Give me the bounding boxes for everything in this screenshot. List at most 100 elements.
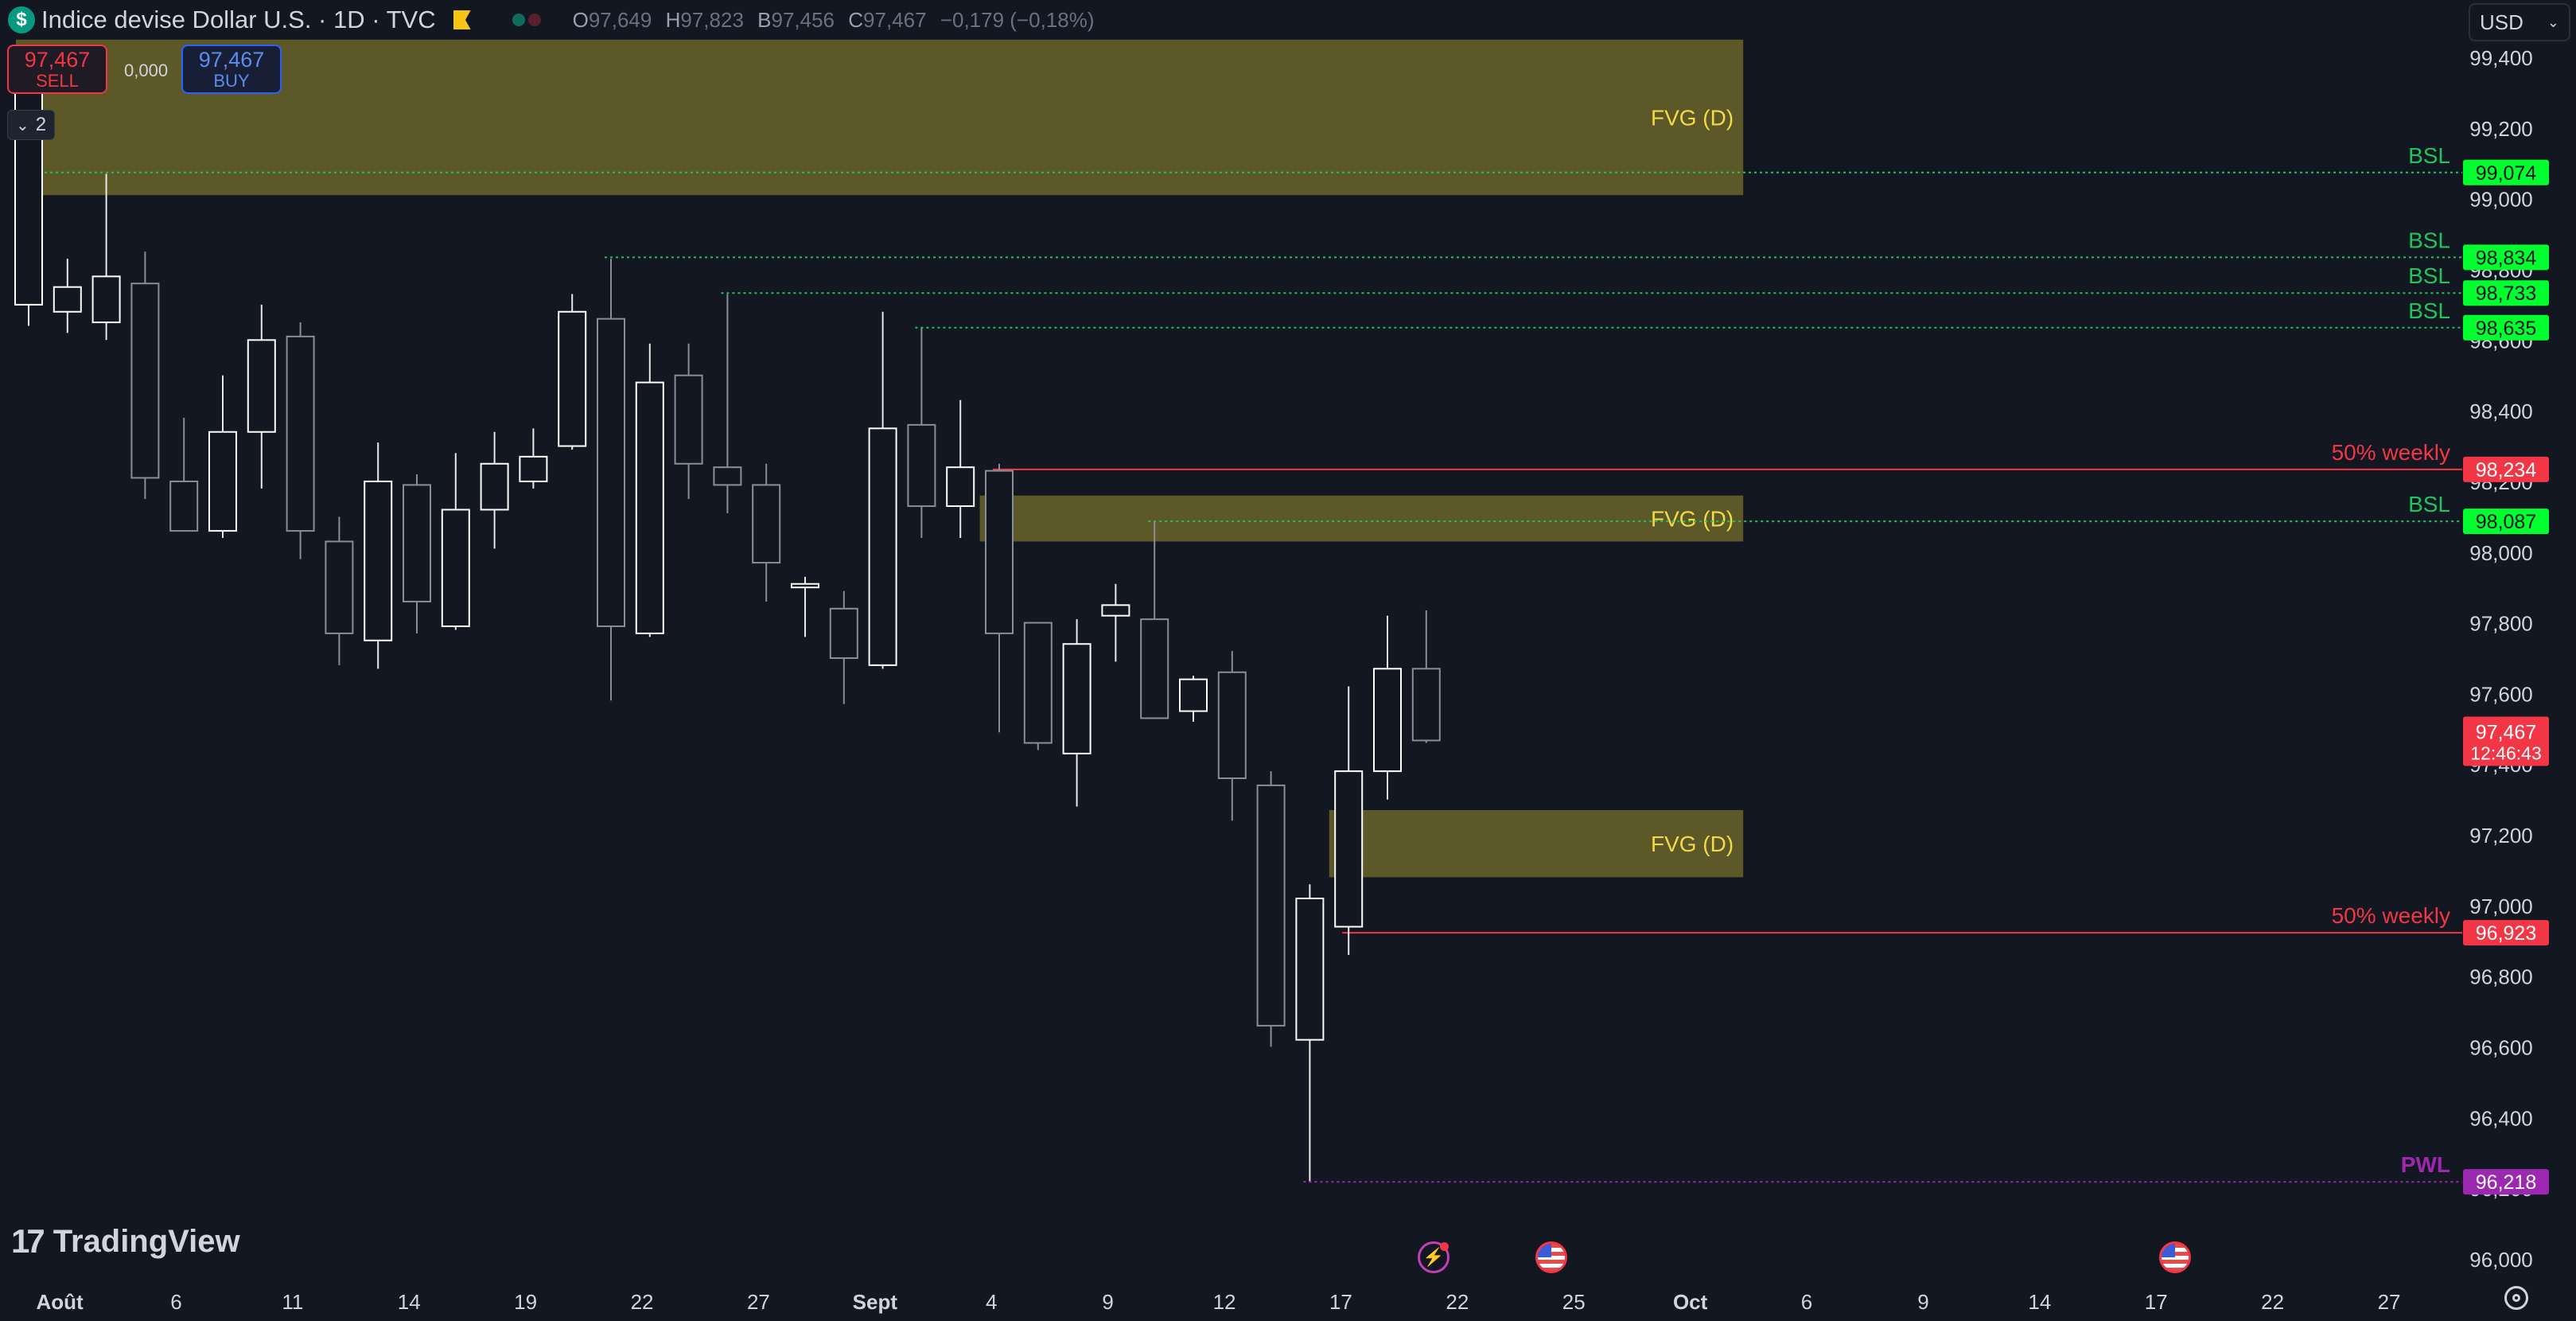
x-tick-label: 12 xyxy=(1213,1290,1236,1314)
candle xyxy=(169,418,199,532)
buy-price: 97,467 xyxy=(198,48,265,72)
level-label: PWL xyxy=(2401,1152,2450,1177)
price-label: 98,087 xyxy=(2463,509,2549,535)
x-tick-label: 6 xyxy=(170,1290,181,1314)
fvg-label: FVG (D) xyxy=(1651,507,1734,532)
bolt-icon[interactable]: ⚡ xyxy=(1418,1241,1449,1273)
fvg-label: FVG (D) xyxy=(1651,832,1734,856)
level-label: BSL xyxy=(2408,298,2450,323)
flag-icon[interactable] xyxy=(453,10,471,29)
price-label: 98,635 xyxy=(2463,314,2549,341)
indicators-collapse-button[interactable]: ⌄ 2 xyxy=(7,110,55,140)
change-value: −0,179 (−0,18%) xyxy=(940,7,1095,32)
candle xyxy=(558,294,587,450)
svg-text:98,635: 98,635 xyxy=(2476,318,2536,340)
y-tick-label: 97,600 xyxy=(2469,682,2533,706)
y-tick-label: 97,000 xyxy=(2469,894,2533,918)
buy-button[interactable]: 97,467 BUY xyxy=(181,45,282,94)
x-tick-label: 17 xyxy=(2145,1290,2168,1314)
x-tick-label: 14 xyxy=(398,1290,421,1314)
legend-header: $ Indice devise Dollar U.S. · 1D · TVC O… xyxy=(0,0,1103,40)
data-status-icon xyxy=(527,14,541,26)
candle xyxy=(480,431,509,549)
candle xyxy=(907,327,936,538)
candle xyxy=(985,463,1014,733)
svg-text:97,467: 97,467 xyxy=(2476,721,2536,743)
tradingview-logo-icon: 17 xyxy=(11,1222,45,1260)
x-tick-label: Sept xyxy=(853,1290,898,1314)
liquidity-levels: BSL BSL BSL BSL 50% weekly BSL 50% weekly PWL xyxy=(22,143,2462,1183)
price-label: 98,234 xyxy=(2463,456,2549,482)
svg-text:98,733: 98,733 xyxy=(2476,283,2536,305)
currency-value: USD xyxy=(2480,10,2523,34)
candle xyxy=(1373,615,1402,800)
dollar-icon[interactable]: $ xyxy=(8,6,35,33)
candle xyxy=(1256,771,1286,1047)
y-tick-label: 97,800 xyxy=(2469,612,2533,636)
candle xyxy=(1217,651,1247,821)
price-label: 99,074 xyxy=(2463,159,2549,185)
x-tick-label: 4 xyxy=(986,1290,997,1314)
us-flag-icon[interactable] xyxy=(1535,1241,1567,1273)
sell-price: 97,467 xyxy=(24,48,91,72)
y-tick-label: 99,400 xyxy=(2469,46,2533,70)
chevron-down-icon: ⌄ xyxy=(15,116,29,134)
price-label: 98,733 xyxy=(2463,280,2549,306)
sell-button[interactable]: 97,467 SELL xyxy=(7,45,107,94)
candle xyxy=(519,428,548,489)
symbol-title[interactable]: Indice devise Dollar U.S. · 1D · TVC xyxy=(41,6,436,33)
indicators-count: 2 xyxy=(35,114,47,135)
gear-icon[interactable] xyxy=(2504,1286,2528,1310)
x-tick-label: 27 xyxy=(2378,1290,2401,1314)
price-axis[interactable]: 99,40099,20099,00098,80098,60098,40098,2… xyxy=(2463,46,2549,1272)
x-tick-label: 14 xyxy=(2028,1290,2051,1314)
x-tick-label: 17 xyxy=(1329,1290,1352,1314)
svg-text:98,087: 98,087 xyxy=(2476,511,2536,533)
x-tick-label: 6 xyxy=(1801,1290,1812,1314)
fvg-label: FVG (D) xyxy=(1651,106,1734,131)
candlestick-series xyxy=(14,74,1441,1182)
candle xyxy=(91,173,121,341)
sell-label: SELL xyxy=(36,71,79,91)
candle xyxy=(1295,884,1325,1182)
candle xyxy=(1179,676,1208,722)
candle xyxy=(1062,619,1091,807)
x-tick-label: 22 xyxy=(631,1290,654,1314)
time-axis[interactable]: Août 6 11 14 19 22 27 Sept 4 9 12 17 22 25 Oct 6 9 14 17 22… xyxy=(0,1290,2576,1314)
candle xyxy=(208,375,237,538)
x-tick-label: 9 xyxy=(1917,1290,1928,1314)
us-flag-icon[interactable] xyxy=(2159,1241,2191,1273)
y-tick-label: 96,800 xyxy=(2469,965,2533,989)
tradingview-logo[interactable]: 17 TradingView xyxy=(11,1222,240,1261)
candle xyxy=(441,453,470,630)
candle xyxy=(713,294,742,513)
candle xyxy=(325,516,354,665)
x-tick-label: 11 xyxy=(282,1290,303,1314)
svg-text:99,074: 99,074 xyxy=(2476,162,2537,185)
y-tick-label: 99,200 xyxy=(2469,117,2533,141)
svg-text:98,834: 98,834 xyxy=(2476,247,2537,269)
svg-text:12:46:43: 12:46:43 xyxy=(2470,742,2542,763)
market-status-icon xyxy=(512,14,525,26)
x-tick-label: 19 xyxy=(514,1290,537,1314)
level-label: 50% weekly xyxy=(2332,440,2450,465)
x-tick-label: 25 xyxy=(1562,1290,1586,1314)
ohlc-values: O97,649 H97,823 B97,456 C97,467 −0,179 (… xyxy=(572,7,1095,32)
x-tick-label: 27 xyxy=(747,1290,770,1314)
price-label: 98,834 xyxy=(2463,244,2549,271)
svg-text:96,923: 96,923 xyxy=(2476,922,2536,945)
candle xyxy=(364,442,393,669)
candle xyxy=(1023,622,1053,750)
candle xyxy=(53,259,82,333)
fvg-zones: FVG (D) FVG (D) FVG (D) xyxy=(16,39,1744,878)
candle xyxy=(946,399,975,538)
level-label: BSL xyxy=(2408,492,2450,516)
fvg-zone xyxy=(1329,809,1744,878)
y-tick-label: 96,000 xyxy=(2469,1248,2533,1272)
candle xyxy=(868,311,897,669)
currency-select[interactable]: USD ⌄ xyxy=(2469,3,2570,41)
fvg-zone xyxy=(16,39,1744,196)
chevron-down-icon: ⌄ xyxy=(2547,14,2559,30)
